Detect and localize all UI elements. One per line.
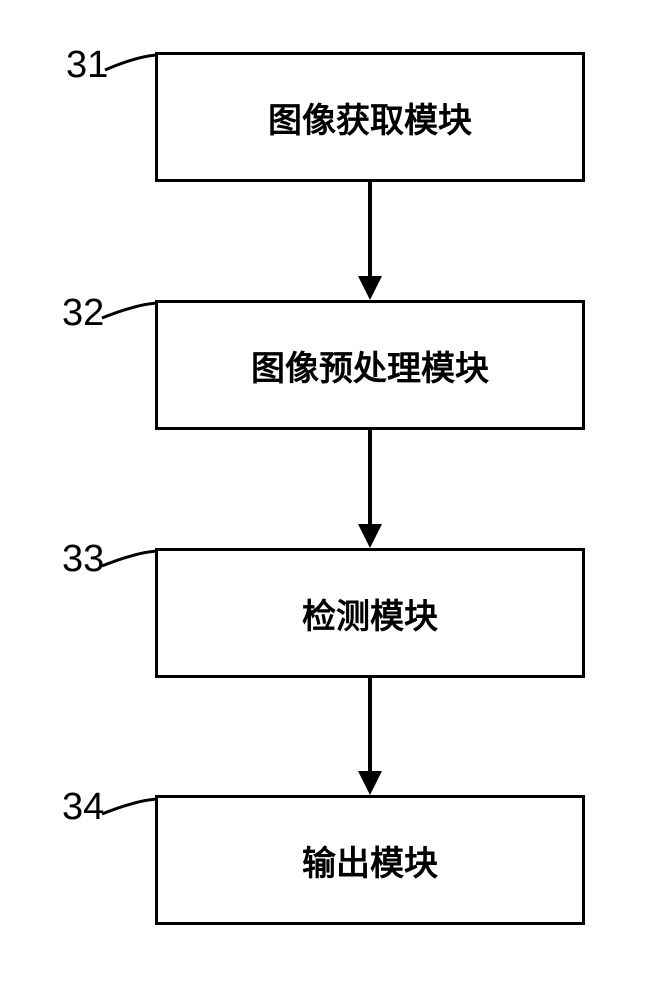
flowchart-container: 31 图像获取模块 32 图像预处理模块 33 检测模块 34 输出模块 [0, 0, 658, 1000]
node-box-4: 输出模块 [155, 795, 585, 925]
node-label-4: 输出模块 [302, 836, 438, 885]
